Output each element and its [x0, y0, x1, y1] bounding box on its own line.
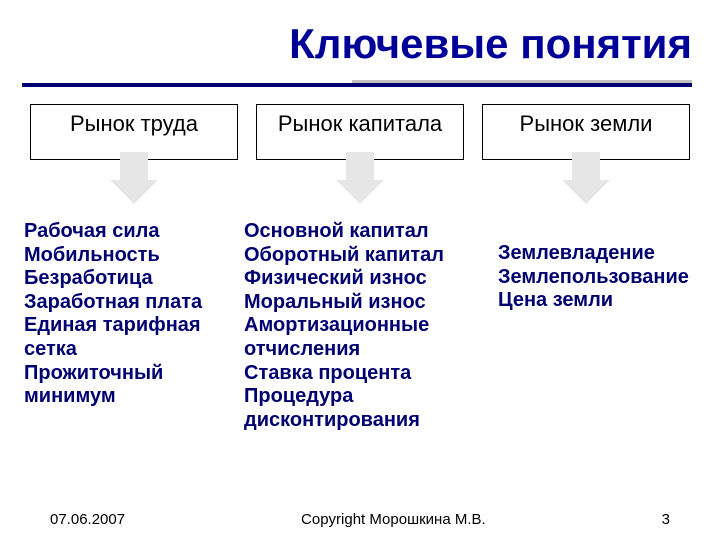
- list-capital: Основной капитал Оборотный капитал Физич…: [244, 220, 498, 432]
- list-land: Землевладение Землепользование Цена земл…: [498, 242, 698, 432]
- list-item: Основной капитал: [244, 220, 498, 244]
- list-item: Процедура дисконтирования: [244, 385, 498, 432]
- list-item: Моральный износ: [244, 291, 498, 315]
- list-item: Безработица: [24, 267, 244, 291]
- arrow-slot-2: [256, 152, 464, 208]
- arrows-row: [30, 152, 690, 208]
- concept-lists-row: Рабочая сила Мобильность Безработица Зар…: [24, 220, 704, 432]
- list-item: Землевладение: [498, 242, 698, 266]
- list-labor: Рабочая сила Мобильность Безработица Зар…: [24, 220, 244, 432]
- divider-navy: [22, 83, 692, 87]
- down-arrow-icon: [562, 152, 610, 208]
- list-item: Единая тарифная сетка: [24, 314, 244, 361]
- list-item: Рабочая сила: [24, 220, 244, 244]
- list-item: Физический износ: [244, 267, 498, 291]
- arrow-slot-3: [482, 152, 690, 208]
- footer-page-number: 3: [662, 511, 670, 528]
- list-item: Оборотный капитал: [244, 244, 498, 268]
- list-item: Цена земли: [498, 289, 698, 313]
- down-arrow-icon: [110, 152, 158, 208]
- footer-copyright: Copyright Морошкина М.В.: [301, 511, 486, 528]
- footer-date: 07.06.2007: [50, 511, 125, 528]
- list-item: Землепользование: [498, 266, 698, 290]
- list-item: Мобильность: [24, 244, 244, 268]
- list-item: Ставка процента: [244, 362, 498, 386]
- down-arrow-icon: [336, 152, 384, 208]
- arrow-slot-1: [30, 152, 238, 208]
- list-item: Амортизационные отчисления: [244, 314, 498, 361]
- list-item: Заработная плата: [24, 291, 244, 315]
- list-item: Прожиточный минимум: [24, 362, 244, 409]
- slide-footer: 07.06.2007 Copyright Морошкина М.В. 3: [0, 511, 720, 528]
- slide-title: Ключевые понятия: [289, 20, 692, 68]
